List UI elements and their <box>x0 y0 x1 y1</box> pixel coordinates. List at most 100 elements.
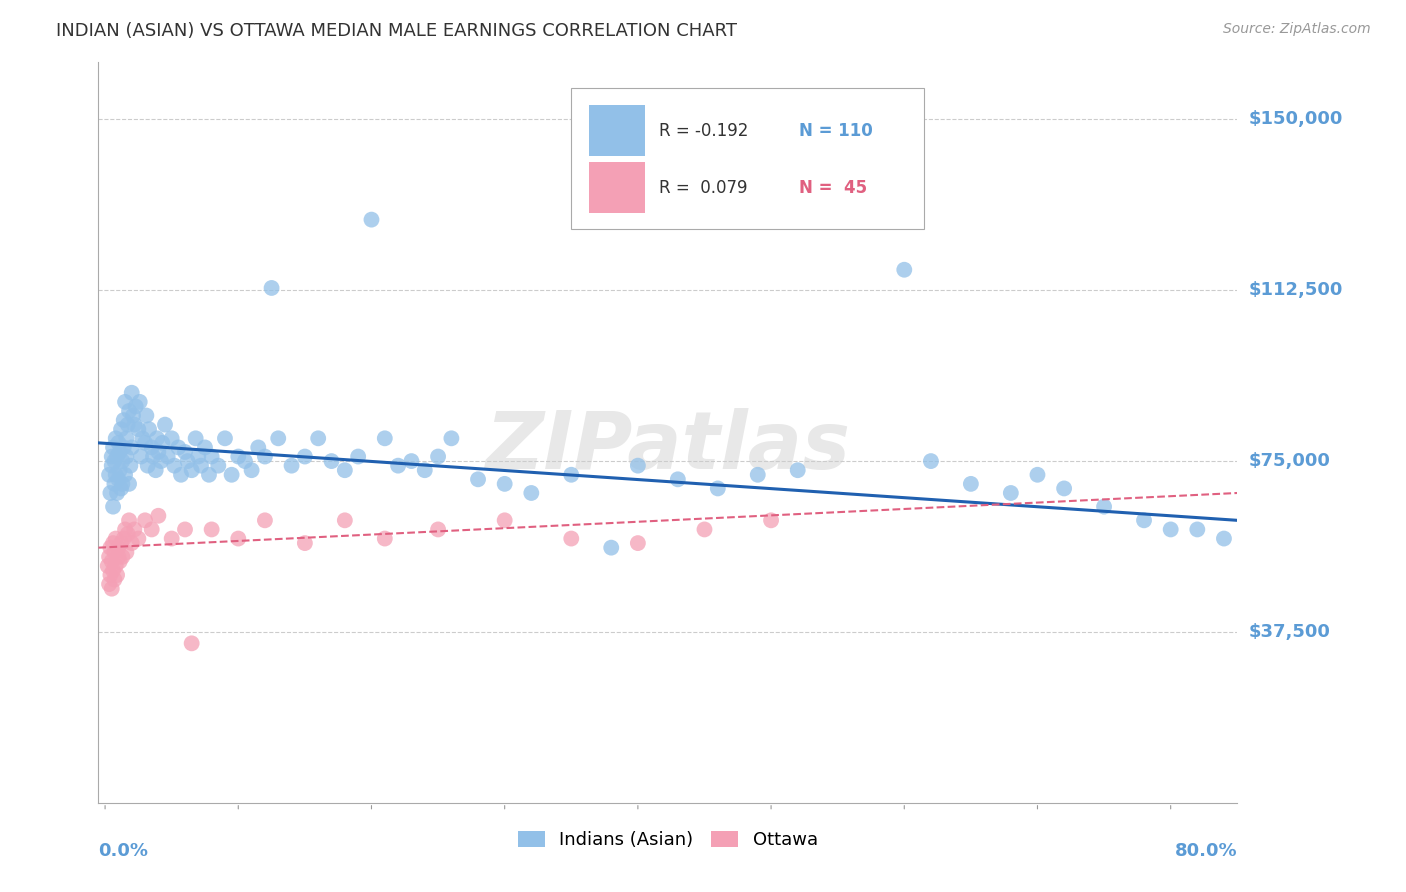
Point <box>115 431 138 445</box>
Point <box>107 549 129 564</box>
Point <box>98 549 121 564</box>
Point <box>160 532 183 546</box>
Point <box>115 450 138 464</box>
Point <box>627 458 650 473</box>
Point <box>110 536 132 550</box>
Point <box>170 467 193 482</box>
Point <box>1000 486 1022 500</box>
Point <box>180 636 202 650</box>
Point <box>494 476 516 491</box>
Point <box>960 476 983 491</box>
Point <box>108 445 131 459</box>
Point <box>117 527 139 541</box>
Point <box>128 395 150 409</box>
Point <box>118 476 141 491</box>
Point <box>1053 482 1076 496</box>
FancyBboxPatch shape <box>589 105 645 156</box>
Point <box>127 532 149 546</box>
Point <box>233 454 256 468</box>
Text: R = -0.192: R = -0.192 <box>659 121 748 139</box>
Text: 80.0%: 80.0% <box>1174 842 1237 860</box>
Text: ZIPatlas: ZIPatlas <box>485 409 851 486</box>
Point <box>100 541 122 555</box>
Text: N = 110: N = 110 <box>799 121 873 139</box>
Point <box>117 417 139 432</box>
Point <box>104 467 127 482</box>
Point <box>267 431 290 445</box>
Legend: Indians (Asian), Ottawa: Indians (Asian), Ottawa <box>510 824 825 856</box>
Point <box>600 541 623 555</box>
Point <box>107 541 129 555</box>
Point <box>201 450 224 464</box>
Point <box>104 532 127 546</box>
Point <box>150 454 173 468</box>
Point <box>253 450 276 464</box>
Point <box>124 417 146 432</box>
Point <box>153 417 176 432</box>
Point <box>240 463 263 477</box>
Point <box>1133 513 1156 527</box>
Point <box>97 558 120 573</box>
Point <box>111 476 134 491</box>
Point <box>103 454 125 468</box>
Point <box>121 441 143 455</box>
Point <box>114 523 136 537</box>
Point <box>333 513 356 527</box>
Point <box>103 573 125 587</box>
Point <box>148 508 170 523</box>
Point <box>280 458 302 473</box>
Point <box>148 445 170 459</box>
Point <box>142 450 165 464</box>
Point <box>136 458 159 473</box>
Point <box>427 450 450 464</box>
Point <box>176 454 198 468</box>
Text: $75,000: $75,000 <box>1249 452 1330 470</box>
Point <box>707 482 730 496</box>
Point <box>294 450 316 464</box>
Point <box>124 523 146 537</box>
Point <box>134 513 156 527</box>
Point <box>114 467 136 482</box>
Point <box>100 582 122 596</box>
Point <box>100 458 122 473</box>
Point <box>467 472 489 486</box>
Point <box>1187 523 1209 537</box>
Point <box>105 450 128 464</box>
Point <box>121 385 143 400</box>
Point <box>207 458 229 473</box>
Text: $150,000: $150,000 <box>1249 111 1343 128</box>
Point <box>427 523 450 537</box>
Point <box>120 458 142 473</box>
Point <box>105 568 128 582</box>
Point <box>100 486 122 500</box>
Point <box>134 435 156 450</box>
Point <box>141 523 163 537</box>
Point <box>560 467 582 482</box>
Point <box>893 262 915 277</box>
Text: Source: ZipAtlas.com: Source: ZipAtlas.com <box>1223 22 1371 37</box>
Text: $37,500: $37,500 <box>1249 623 1330 641</box>
Point <box>214 431 236 445</box>
Point <box>107 472 129 486</box>
Point <box>401 454 423 468</box>
Point <box>786 463 808 477</box>
Point <box>174 445 197 459</box>
Point <box>387 458 409 473</box>
Point <box>1160 523 1182 537</box>
Point <box>201 523 224 537</box>
Point <box>666 472 689 486</box>
Point <box>131 431 153 445</box>
Point <box>115 545 138 559</box>
Point <box>107 435 129 450</box>
Point <box>138 422 160 436</box>
Point <box>108 463 131 477</box>
Point <box>108 554 131 568</box>
Point <box>112 413 135 427</box>
Point <box>129 450 152 464</box>
Point <box>156 450 179 464</box>
Point <box>1092 500 1115 514</box>
Point <box>141 441 163 455</box>
Point <box>146 431 169 445</box>
Point <box>118 513 141 527</box>
Point <box>122 409 145 423</box>
